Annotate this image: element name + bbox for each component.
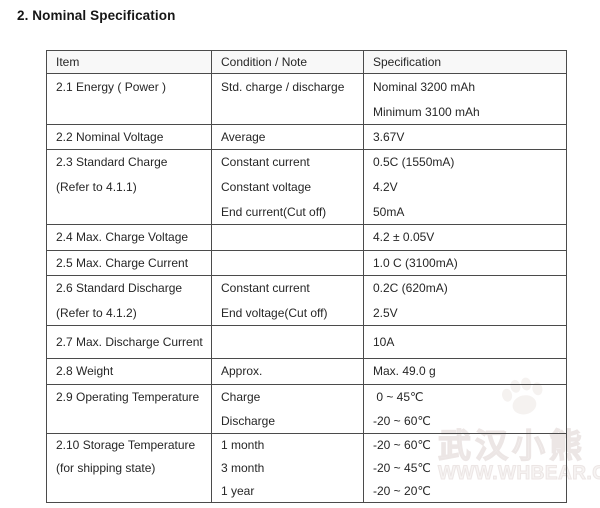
spec-cell: 0.2C (620mA) 2.5V <box>363 274 567 326</box>
cell-line: 2.2 Nominal Voltage <box>56 130 164 144</box>
cell-line: 0 ~ 45℃ <box>373 389 424 404</box>
cell-line: Constant voltage <box>221 179 312 194</box>
cell-line: 0.5C (1550mA) <box>373 155 455 170</box>
spec-cell: 1.0 C (3100mA) <box>363 249 567 276</box>
cell-line: 1 year <box>221 483 255 498</box>
condition-cell <box>211 223 364 251</box>
cell-line: 2.7 Max. Discharge Current <box>56 334 203 349</box>
cell-line: -20 ~ 45℃ <box>373 460 431 475</box>
cell-line: 2.6 Standard Discharge <box>56 281 183 296</box>
condition-cell <box>211 324 364 359</box>
table-row: 2.5 Max. Charge Current 1.0 C (3100mA) <box>46 249 567 276</box>
cell-line: Max. 49.0 g <box>373 364 436 379</box>
item-cell: 2.2 Nominal Voltage <box>46 124 212 150</box>
spec-cell: 3.67V <box>363 124 567 150</box>
item-cell: 2.8 Weight <box>46 357 212 385</box>
spec-cell: -20 ~ 60℃ -20 ~ 45℃ -20 ~ 20℃ <box>363 432 567 503</box>
table-row: 2.2 Nominal Voltage Average 3.67V <box>46 124 567 150</box>
table-row: 2.8 Weight Approx. Max. 49.0 g <box>46 357 567 385</box>
table-row: 2.4 Max. Charge Voltage 4.2 ± 0.05V <box>46 223 567 251</box>
header-row: Item Condition / Note Specification <box>46 50 567 74</box>
cell-line: 2.8 Weight <box>56 364 114 379</box>
item-cell: 2.9 Operating Temperature <box>46 383 212 434</box>
cell-line: -20 ~ 20℃ <box>373 483 431 498</box>
cell-line: Charge <box>221 389 261 404</box>
spec-cell: 0 ~ 45℃ -20 ~ 60℃ <box>363 383 567 434</box>
table-row: 2.6 Standard Discharge (Refer to 4.1.2) Co… <box>46 274 567 326</box>
spec-cell: Nominal 3200 mAh Minimum 3100 mAh <box>363 73 567 125</box>
cell-line: 2.5 Max. Charge Current <box>56 255 189 270</box>
item-cell: 2.4 Max. Charge Voltage <box>46 223 212 251</box>
cell-line: 1 month <box>221 438 265 453</box>
spec-cell: 0.5C (1550mA) 4.2V 50mA <box>363 149 567 225</box>
section-title: 2. Nominal Specification <box>17 8 176 23</box>
spec-table: Item Condition / Note Specification 2.1 En… <box>46 50 567 503</box>
cell-line: 2.4 Max. Charge Voltage <box>56 230 189 245</box>
item-cell: 2.6 Standard Discharge (Refer to 4.1.2) <box>46 274 212 326</box>
cell-line: Approx. <box>221 364 263 379</box>
cell-line: 2.10 Storage Temperature <box>56 438 196 453</box>
cell-line: End voltage(Cut off) <box>221 305 328 320</box>
cell-line: Constant current <box>221 155 310 170</box>
condition-cell: Constant current End voltage(Cut off) <box>211 274 364 326</box>
condition-cell: Approx. <box>211 357 364 385</box>
cell-line: Minimum 3100 mAh <box>373 104 480 119</box>
cell-line: 50mA <box>373 204 405 219</box>
condition-cell: 1 month 3 month 1 year <box>211 432 364 503</box>
cell-line: 2.1 Energy ( Power ) <box>56 79 167 94</box>
cell-line: 4.2 ± 0.05V <box>373 230 435 245</box>
cell-line: Constant current <box>221 281 310 296</box>
cell-line: -20 ~ 60℃ <box>373 438 431 453</box>
cell-line: Std. charge / discharge <box>221 79 345 94</box>
cell-line: Nominal 3200 mAh <box>373 79 476 94</box>
cell-line: -20 ~ 60℃ <box>373 413 431 428</box>
cell-line: Average <box>221 130 266 144</box>
cell-line: (Refer to 4.1.2) <box>56 305 137 320</box>
item-cell: 2.5 Max. Charge Current <box>46 249 212 276</box>
cell-line: (for shipping state) <box>56 460 156 475</box>
spec-cell: 4.2 ± 0.05V <box>363 223 567 251</box>
item-cell: 2.10 Storage Temperature (for shipping st… <box>46 432 212 503</box>
cell-line: 2.9 Operating Temperature <box>56 389 200 404</box>
spec-cell: 10A <box>363 324 567 359</box>
table-row: 2.3 Standard Charge (Refer to 4.1.1) Const… <box>46 149 567 225</box>
item-cell: 2.3 Standard Charge (Refer to 4.1.1) <box>46 149 212 225</box>
condition-cell: Constant current Constant voltage End curr… <box>211 149 364 225</box>
table-row: 2.10 Storage Temperature (for shipping st… <box>46 432 567 503</box>
cell-line: 10A <box>373 334 395 349</box>
cell-line: End current(Cut off) <box>221 204 327 219</box>
table-row: 2.1 Energy ( Power ) Std. charge / discha… <box>46 73 567 125</box>
spec-cell: Max. 49.0 g <box>363 357 567 385</box>
column-header-2: Specification <box>363 50 567 74</box>
condition-cell <box>211 249 364 276</box>
cell-line: Discharge <box>221 413 276 428</box>
cell-line: 3.67V <box>373 130 405 144</box>
condition-cell: Std. charge / discharge <box>211 73 364 125</box>
cell-line: 3 month <box>221 460 265 475</box>
table-row: 2.9 Operating Temperature Charge Discharge… <box>46 383 567 434</box>
cell-line: 4.2V <box>373 179 398 194</box>
condition-cell: Charge Discharge <box>211 383 364 434</box>
item-cell: 2.7 Max. Discharge Current <box>46 324 212 359</box>
cell-line: (Refer to 4.1.1) <box>56 179 137 194</box>
table-row: 2.7 Max. Discharge Current 10A <box>46 324 567 359</box>
column-header-0: Item <box>46 50 212 74</box>
column-header-1: Condition / Note <box>211 50 364 74</box>
cell-line: 0.2C (620mA) <box>373 281 448 296</box>
cell-line: 2.5V <box>373 305 398 320</box>
cell-line: 1.0 C (3100mA) <box>373 255 458 270</box>
condition-cell: Average <box>211 124 364 150</box>
cell-line: 2.3 Standard Charge <box>56 155 168 170</box>
item-cell: 2.1 Energy ( Power ) <box>46 73 212 125</box>
